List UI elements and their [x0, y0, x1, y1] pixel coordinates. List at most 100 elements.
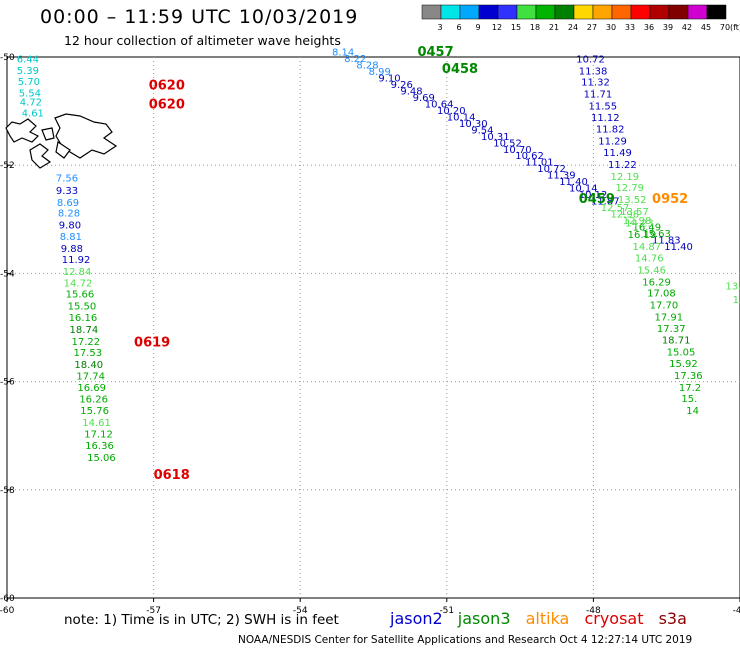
pass-time-label: 0457 [417, 45, 453, 60]
wave-height-label: 9.88 [61, 244, 83, 255]
footnote: note: 1) Time is in UTC; 2) SWH is in fe… [64, 612, 339, 628]
colorbar-label: 33 [625, 23, 635, 32]
legend-jason3: jason3 [457, 609, 511, 628]
wave-height-label: 16.16 [69, 313, 98, 324]
coastline-falkland-islands [41, 127, 55, 141]
x-tick-label: -57 [146, 606, 161, 616]
x-tick-label: -48 [586, 606, 601, 616]
credit-line: NOAA/NESDIS Center for Satellite Applica… [238, 634, 693, 646]
wave-height-label: 11.71 [584, 90, 613, 101]
wave-height-label: 7.56 [56, 173, 78, 184]
colorbar-label: 30 [606, 23, 616, 32]
wave-height-label: 11.40 [664, 242, 693, 253]
y-tick-label: -58 [0, 486, 15, 496]
wave-height-label: 9.69 [413, 93, 435, 104]
coastline-falkland-islands [29, 143, 52, 169]
wave-height-label: 10.52 [493, 138, 522, 149]
colorbar-swatch [706, 4, 727, 20]
wave-height-label: 10.30 [459, 119, 488, 130]
x-tick-label: -60 [0, 606, 15, 616]
wave-height-label: 17.36 [674, 371, 703, 382]
colorbar-swatch [535, 4, 556, 20]
pass-time-label: 0619 [134, 335, 170, 350]
wave-height-label: 8.28 [58, 209, 80, 220]
colorbar-swatch [611, 4, 632, 20]
wave-height-label: 17.37 [657, 324, 686, 335]
colorbar-label: 21 [549, 23, 559, 32]
wave-height-label: 9.48 [400, 86, 422, 97]
wave-height-label: 11.01 [525, 158, 554, 169]
colorbar-swatch [687, 4, 708, 20]
colorbar-swatch [649, 4, 670, 20]
colorbar-swatch [497, 4, 518, 20]
wave-height-label: 15.76 [80, 406, 109, 417]
wave-height-label: 5.54 [19, 88, 41, 99]
wave-height-label: 11.40 [559, 177, 588, 188]
satellite-legend: jason2 jason3 altika cryosat s3a [390, 609, 697, 628]
wave-height-label: 16.36 [85, 441, 114, 452]
wave-height-label: 10.31 [481, 132, 510, 143]
wave-height-label: 11.22 [608, 160, 637, 171]
colorbar-swatch [554, 4, 575, 20]
x-tick-label: -54 [293, 606, 308, 616]
wave-height-label: 16.49 [632, 223, 661, 234]
wave-height-label: 17.74 [76, 371, 105, 382]
wave-height-label: 17.91 [654, 312, 683, 323]
plot-frame [6, 56, 740, 599]
colorbar-label: 9 [475, 23, 480, 32]
colorbar-swatch [421, 4, 442, 20]
wave-height-label: 11.55 [589, 101, 618, 112]
wave-height-label: 9.10 [378, 73, 400, 84]
wave-height-label: 9.80 [59, 220, 81, 231]
wave-height-label: 13.96 [733, 295, 740, 306]
wave-height-label: 18.71 [662, 336, 691, 347]
wave-height-label: 15.46 [637, 265, 666, 276]
wave-height-label: 9.26 [391, 80, 413, 91]
wave-height-label: 18.74 [70, 325, 99, 336]
wave-height-label: 10.72 [537, 164, 566, 175]
colorbar-swatch [630, 4, 651, 20]
wave-height-label: 16.19 [628, 230, 657, 241]
colorbar-label: 18 [530, 23, 540, 32]
wave-height-label: 14.23 [625, 218, 654, 229]
x-tick-label: -51 [439, 606, 454, 616]
wave-height-label: 11.92 [62, 255, 91, 266]
coastline-falkland-islands [5, 118, 40, 143]
colorbar-label: 3 [437, 23, 442, 32]
wave-height-label: 14.61 [82, 418, 111, 429]
wave-height-label: 12.57 [601, 203, 630, 214]
wave-height-label: 16.26 [79, 395, 108, 406]
wave-height-label: 10.20 [437, 106, 466, 117]
pass-time-label: 0620 [149, 97, 185, 112]
wave-height-label: 11.32 [581, 78, 610, 89]
wave-height-label: 6.44 [17, 54, 39, 65]
pass-time-label: 0620 [149, 78, 185, 93]
wave-height-label: 16.29 [642, 277, 671, 288]
wave-height-label: 14.76 [635, 253, 664, 264]
pass-time-label: 0459 [579, 192, 615, 207]
wave-height-label: 16.69 [77, 383, 106, 394]
wave-height-label: 8.69 [57, 198, 79, 209]
wave-height-label: 13.52 [618, 195, 647, 206]
colorbar-label: 15 [511, 23, 521, 32]
wave-height-label: 12.79 [615, 183, 644, 194]
wave-height-label: 10.72 [576, 54, 605, 65]
colorbar-label: 36 [644, 23, 654, 32]
wave-height-label: 10.70 [503, 145, 532, 156]
coastline-falkland-islands [55, 141, 71, 159]
legend-s3a: s3a [658, 609, 687, 628]
wave-height-label: 14.87 [632, 242, 661, 253]
wave-height-label: 17.22 [72, 337, 101, 348]
wave-height-label: 5.39 [17, 66, 39, 77]
legend-altika: altika [525, 609, 570, 628]
wave-height-label: 15.92 [669, 359, 698, 370]
chart-title: 00:00 – 11:59 UTC 10/03/2019 [40, 6, 359, 28]
colorbar-label: 42 [682, 23, 692, 32]
wave-height-label: 17.08 [647, 289, 676, 300]
x-tick-label: -45 [733, 606, 740, 616]
wave-height-label: 15.66 [66, 290, 95, 301]
wave-height-label: 15.06 [87, 453, 116, 464]
y-tick-label: -56 [0, 378, 15, 388]
wave-height-label: 11.38 [579, 66, 608, 77]
legend-cryosat: cryosat [584, 609, 644, 628]
